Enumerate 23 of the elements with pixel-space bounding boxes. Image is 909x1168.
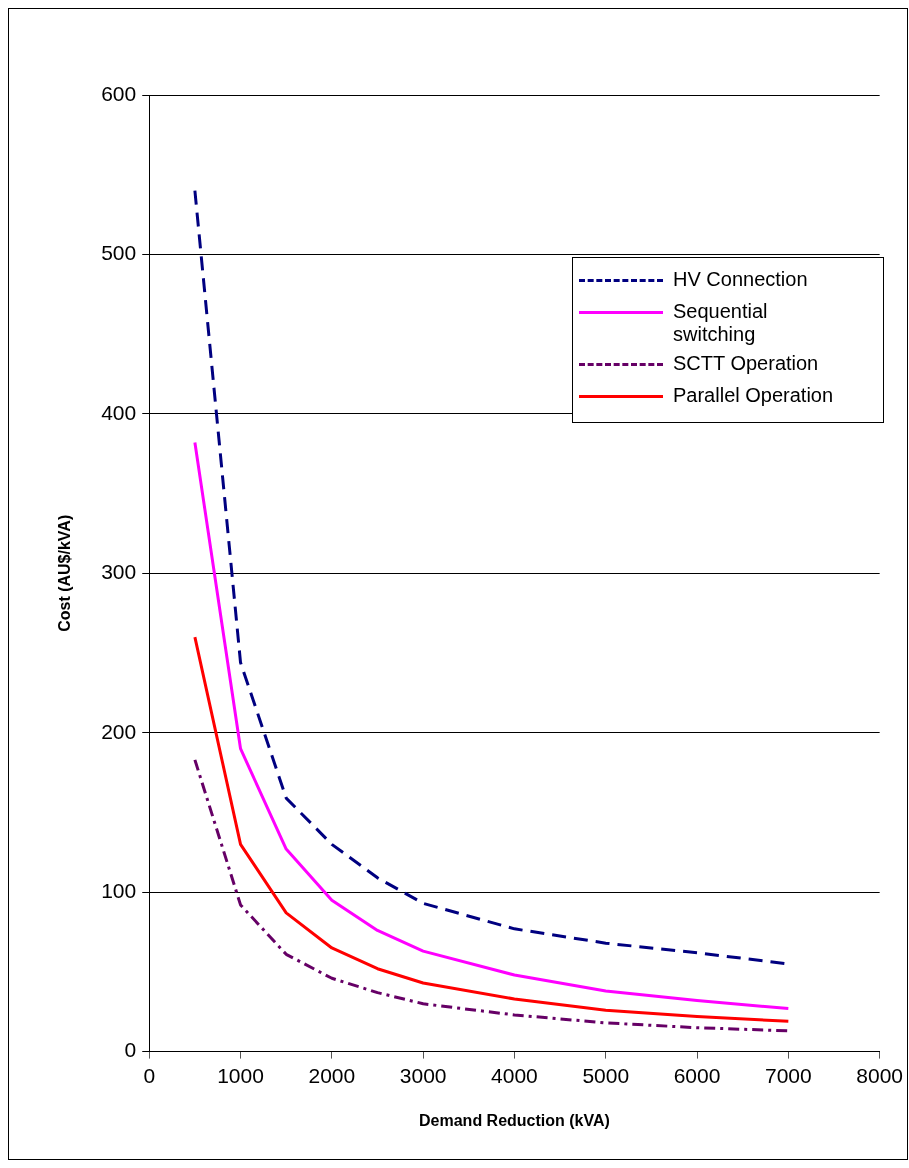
x-tick-label: 0: [143, 1064, 156, 1087]
legend-label: SCTT Operation: [673, 352, 820, 375]
x-tick-label: 7000: [764, 1064, 812, 1087]
x-tick-label: 4000: [491, 1064, 538, 1087]
y-tick-label: 0: [124, 1038, 137, 1062]
legend-label: Parallel Operation: [673, 384, 835, 407]
line-series: [193, 758, 790, 1033]
y-tick-label: 600: [101, 81, 137, 105]
x-tick-label: 2000: [308, 1064, 356, 1087]
x-tick-label: 1000: [217, 1064, 264, 1087]
x-tick-label: 6000: [673, 1064, 721, 1087]
x-tick-label: 3000: [399, 1064, 447, 1087]
y-tick-label: 300: [101, 560, 137, 584]
y-tick-label: 500: [101, 241, 137, 265]
y-tick-label: 100: [101, 878, 137, 902]
y-tick-label: 400: [101, 400, 137, 424]
y-axis-title: Cost (AU$/kVA): [56, 514, 74, 632]
x-tick-label: 5000: [582, 1064, 630, 1087]
x-axis-title: Demand Reduction (kVA): [419, 1111, 610, 1129]
legend-label: Sequential switching: [673, 300, 769, 346]
y-tick-label: 200: [101, 719, 137, 743]
x-tick-label: 8000: [856, 1064, 903, 1087]
legend-label: HV Connection: [673, 268, 809, 291]
